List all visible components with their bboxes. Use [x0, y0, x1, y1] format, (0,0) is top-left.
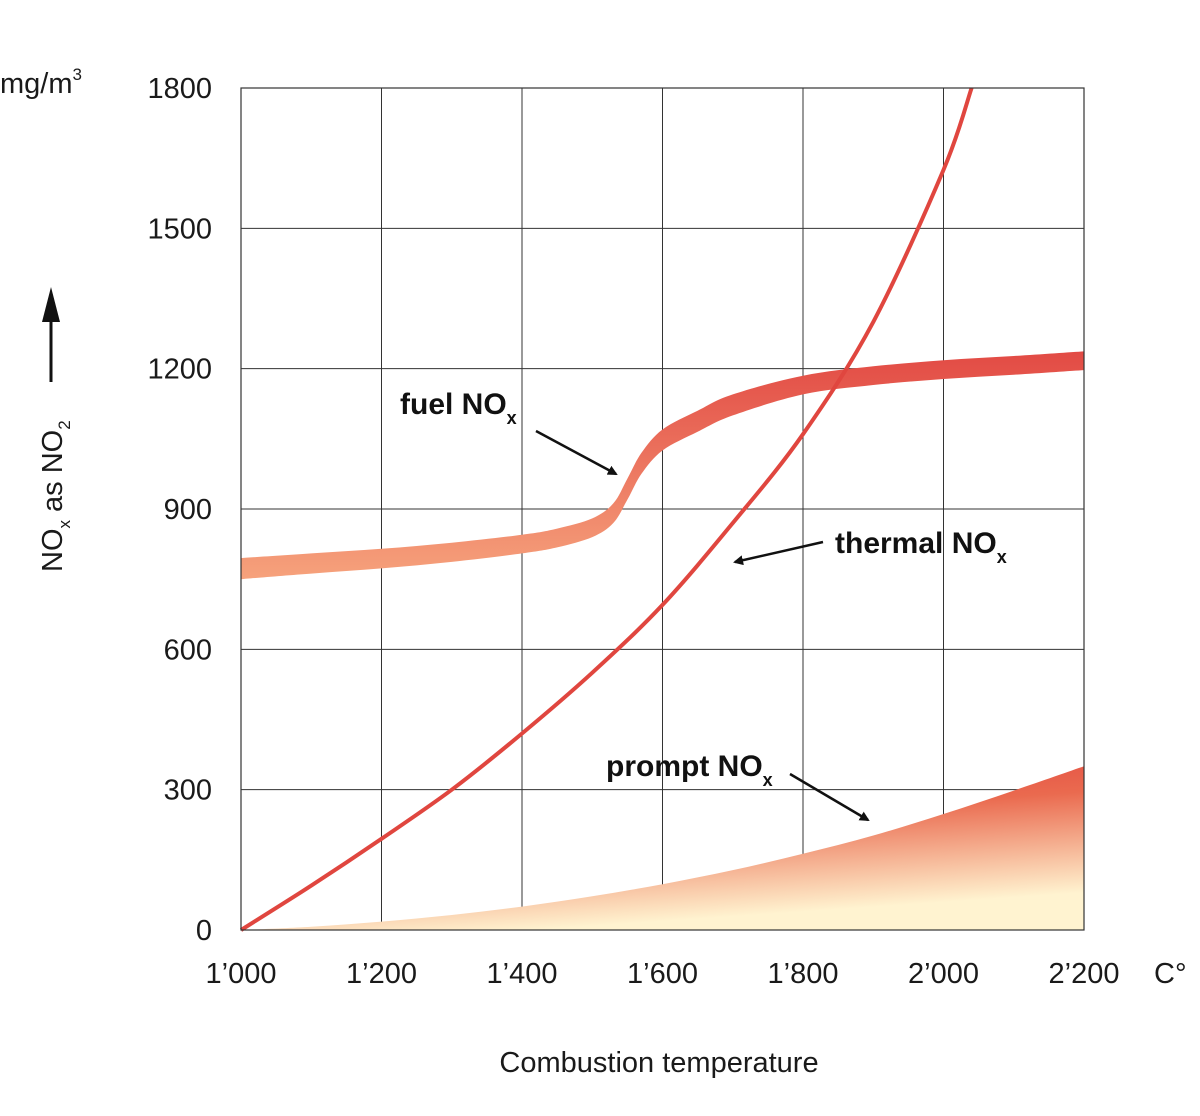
thermal-nox-arrow: [733, 540, 824, 566]
plot-frame: [240, 87, 1085, 931]
svg-text:NOx as NO2: NOx as NO2: [37, 420, 74, 572]
y-tick-label: 300: [164, 775, 212, 807]
x-unit-label: C°: [1154, 958, 1187, 990]
y-axis-arrow: [42, 287, 60, 382]
fuel-nox-label: fuel NOx: [400, 388, 517, 428]
y-tick-labels: 0 300 600 900 1200 1500 1800: [147, 73, 212, 947]
fuel-nox-band: [241, 351, 1084, 580]
y-tick-label: 900: [164, 494, 212, 526]
x-tick-labels: 1’000 1’200 1’400 1’600 1’800 2’000 2’20…: [206, 958, 1120, 990]
x-tick-label: 1’200: [346, 958, 417, 990]
x-tick-label: 1’000: [206, 958, 277, 990]
fuel-nox-arrow: [535, 429, 618, 476]
thermal-nox-label: thermal NOx: [835, 527, 1007, 567]
x-axis-label: Combustion temperature: [499, 1047, 818, 1079]
series-layer: [239, 87, 1084, 932]
x-tick-label: 2’200: [1049, 958, 1120, 990]
thermal-nox-line: [239, 87, 974, 932]
prompt-nox-area: [241, 766, 1084, 930]
prompt-nox-label: prompt NOx: [606, 750, 773, 790]
y-tick-label: 600: [164, 634, 212, 666]
x-tick-label: 1’400: [487, 958, 558, 990]
prompt-nox-annotation: prompt NOx: [606, 750, 870, 822]
y-tick-label: 0: [196, 915, 212, 947]
x-tick-label: 1’600: [627, 958, 698, 990]
prompt-nox-arrow: [789, 772, 870, 822]
y-unit-label: mg/m3: [0, 65, 82, 100]
thermal-nox-annotation: thermal NOx: [733, 527, 1007, 567]
y-tick-label: 1200: [147, 354, 212, 386]
x-tick-label: 1’800: [768, 958, 839, 990]
y-tick-label: 1500: [147, 213, 212, 245]
y-axis-label: NOx as NO2: [37, 420, 74, 572]
y-tick-label: 1800: [147, 73, 212, 105]
x-tick-label: 2’000: [908, 958, 979, 990]
fuel-nox-annotation: fuel NOx: [400, 388, 618, 476]
grid: [240, 87, 1085, 931]
